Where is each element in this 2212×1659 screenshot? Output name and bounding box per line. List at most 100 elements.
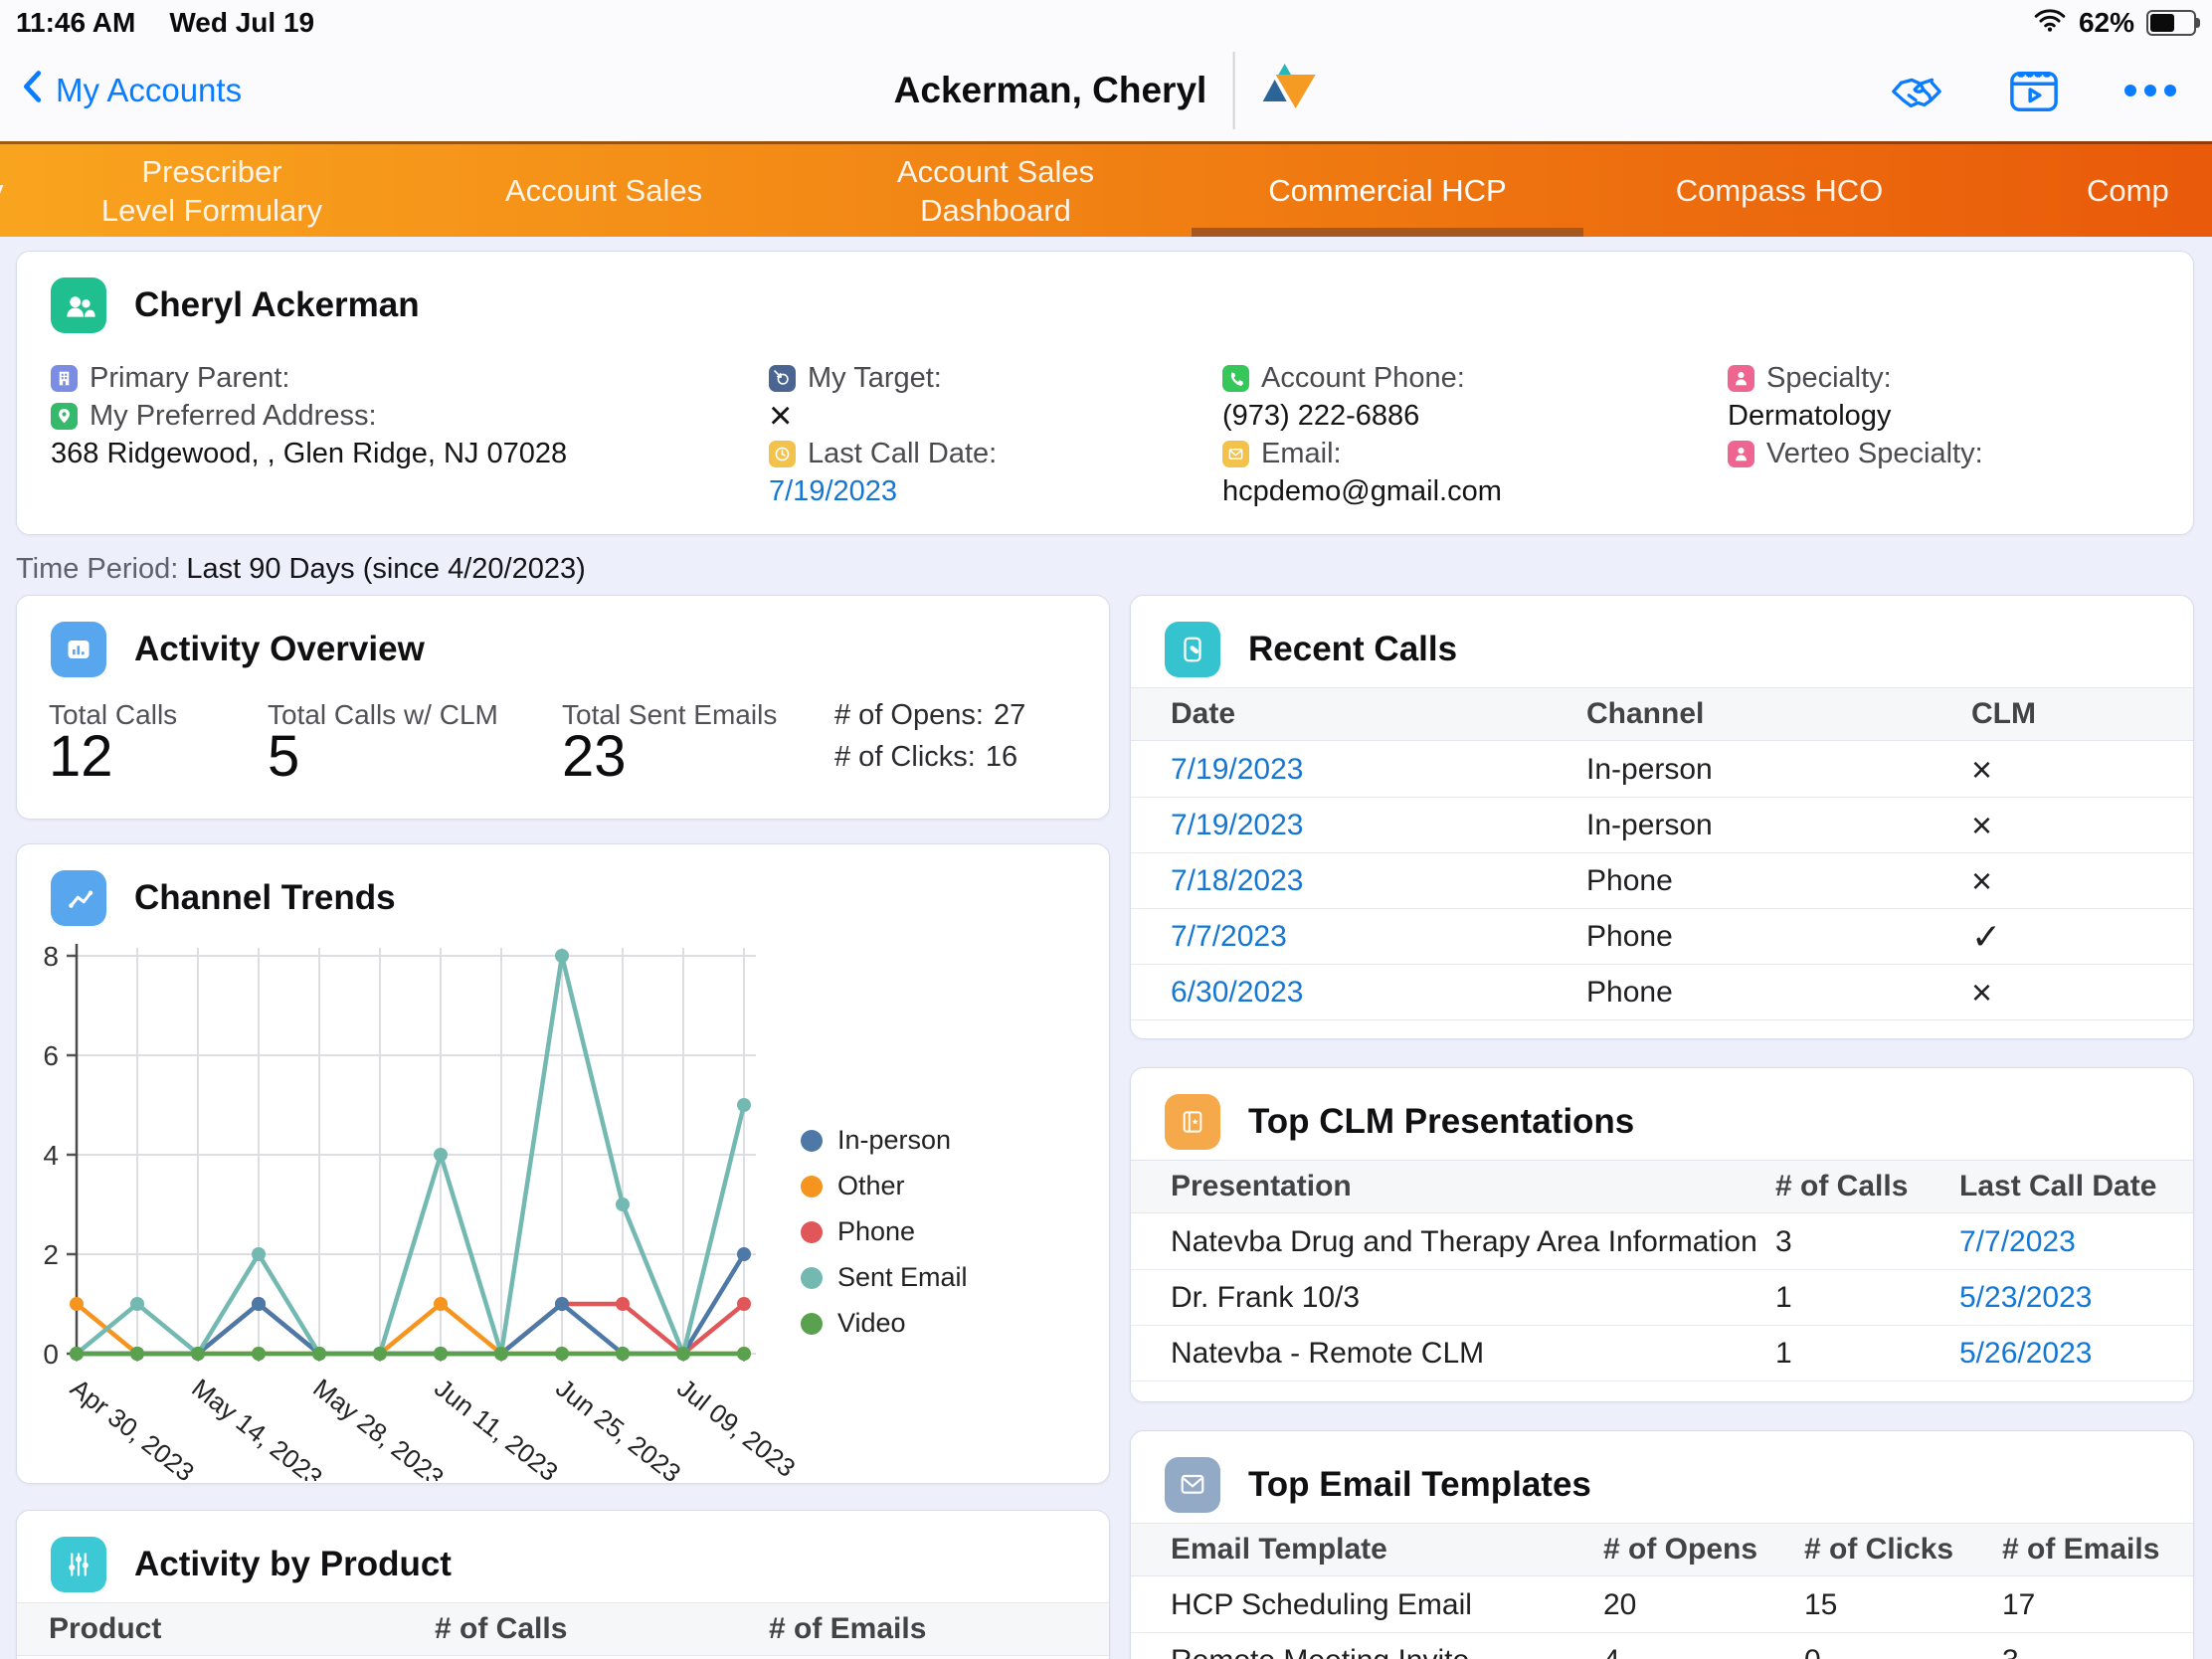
column-header: Channel	[1586, 697, 1971, 731]
table-row: 7/19/2023In-person×	[1131, 798, 2193, 853]
preferred-address-value: 368 Ridgewood, , Glen Ridge, NJ 07028	[51, 438, 567, 470]
column-header: Presentation	[1171, 1170, 1775, 1203]
legend-label: In-person	[837, 1125, 951, 1156]
table-row: Natevba Drug and Therapy Area Informatio…	[1131, 1214, 2193, 1270]
legend-dot-icon	[801, 1221, 823, 1243]
legend-dot-icon	[801, 1313, 823, 1335]
top-email-templates-card: Top Email Templates Email Template # of …	[1130, 1430, 2194, 1659]
tab-compass-hco[interactable]: Compass HCO	[1583, 144, 1975, 237]
table-row: Dr. Frank 10/315/23/2023	[1131, 1270, 2193, 1326]
field-label: Verteo Specialty:	[1766, 438, 1983, 470]
table-cell-clm: ×	[1971, 860, 2193, 902]
card-title: Top Email Templates	[1248, 1465, 1591, 1505]
card-title: Activity by Product	[134, 1545, 452, 1584]
stat-value: 5	[268, 723, 299, 790]
column-header: Product	[49, 1612, 435, 1646]
tab-commercial-hcp[interactable]: Commercial HCP	[1192, 144, 1583, 237]
stat-value: 12	[49, 723, 113, 790]
column-header: # of Calls	[435, 1612, 769, 1646]
last-call-date-link[interactable]: 7/19/2023	[769, 475, 897, 508]
status-bar: 11:46 AM Wed Jul 19 62%	[16, 6, 2196, 40]
field-label: Specialty:	[1766, 362, 1892, 395]
tab-bar: y PrescriberLevel Formulary Account Sale…	[0, 141, 2212, 237]
table-cell-date[interactable]: 6/30/2023	[1171, 976, 1586, 1010]
table-row: Remote Meeting Invite403	[1131, 1633, 2193, 1659]
back-button[interactable]: My Accounts	[20, 40, 242, 141]
nav-bar: My Accounts Ackerman, Cheryl	[0, 40, 2212, 141]
table-cell-clicks: 15	[1804, 1588, 2002, 1622]
svg-text:Jul 09, 2023: Jul 09, 2023	[671, 1373, 801, 1481]
opens-stat: # of Opens:27	[834, 699, 1025, 732]
tab-prescriber-level-formulary[interactable]: PrescriberLevel Formulary	[16, 144, 408, 237]
table-cell-last[interactable]: 5/23/2023	[1959, 1281, 2193, 1315]
battery-percent: 62%	[2079, 7, 2134, 39]
specialty-icon	[1728, 365, 1754, 392]
title-group: Ackerman, Cheryl	[894, 52, 1319, 129]
svg-text:May 14, 2023: May 14, 2023	[186, 1373, 328, 1481]
svg-text:8: 8	[43, 941, 59, 972]
table-row: 7/7/2023Phone✓	[1131, 909, 2193, 965]
field-label: Primary Parent:	[90, 362, 289, 395]
account-column-3: Account Phone: (973) 222-6886 Email: hcp…	[1222, 359, 1502, 510]
table-cell-last[interactable]: 7/7/2023	[1959, 1225, 2193, 1259]
clock-icon	[769, 441, 796, 467]
table-cell-emails: 3	[2002, 1644, 2193, 1659]
table-header: Presentation # of Calls Last Call Date	[1131, 1160, 2193, 1213]
tab-account-sales-dashboard[interactable]: Account SalesDashboard	[800, 144, 1192, 237]
top-bar: 11:46 AM Wed Jul 19 62% My Accoun	[0, 0, 2212, 141]
contact-people-icon	[51, 277, 106, 333]
field-label: Account Phone:	[1261, 362, 1465, 395]
table-header: Product # of Calls # of Emails	[17, 1602, 1109, 1656]
svg-text:Jun 25, 2023: Jun 25, 2023	[550, 1373, 686, 1481]
tab-account-sales[interactable]: Account Sales	[408, 144, 800, 237]
svg-text:6: 6	[43, 1040, 59, 1071]
handshake-icon[interactable]	[1888, 65, 1945, 116]
field-label: My Target:	[808, 362, 942, 395]
mail-icon	[1222, 441, 1249, 467]
time-period-label: Time Period:	[16, 553, 178, 585]
status-date: Wed Jul 19	[169, 7, 314, 39]
card-title: Activity Overview	[134, 630, 425, 669]
channel-trends-card: Channel Trends 02468Apr 30, 2023May 14, …	[16, 843, 1110, 1484]
legend-label: Phone	[837, 1216, 915, 1247]
column-header: Email Template	[1171, 1533, 1603, 1567]
account-name: Cheryl Ackerman	[134, 285, 420, 325]
video-player-icon[interactable]	[2007, 66, 2061, 115]
column-header: # of Calls	[1775, 1170, 1959, 1203]
table-cell-date[interactable]: 7/19/2023	[1171, 809, 1586, 842]
table-cell-channel: In-person	[1586, 753, 1971, 787]
field-label: My Preferred Address:	[90, 400, 377, 433]
tab-partial-left[interactable]: y	[0, 144, 16, 237]
table-cell-clm: ✓	[1971, 916, 2193, 958]
table-cell-date[interactable]: 7/18/2023	[1171, 864, 1586, 898]
legend-dot-icon	[801, 1267, 823, 1289]
location-pin-icon	[51, 403, 78, 430]
table-cell-clicks: 0	[1804, 1644, 2002, 1659]
status-time: 11:46 AM	[16, 7, 135, 39]
page-title: Ackerman, Cheryl	[894, 70, 1207, 111]
column-header: Last Call Date	[1959, 1170, 2193, 1203]
table-row: 7/19/2023In-person×	[1131, 742, 2193, 798]
card-title: Recent Calls	[1248, 630, 1457, 669]
tab-partial-right[interactable]: Comp	[1975, 144, 2212, 237]
table-cell-opens: 4	[1603, 1644, 1804, 1659]
table-cell-date[interactable]: 7/19/2023	[1171, 753, 1586, 787]
column-header: # of Clicks	[1804, 1533, 2002, 1567]
title-divider	[1232, 52, 1234, 129]
table-cell-date[interactable]: 7/7/2023	[1171, 920, 1586, 954]
legend-item: Sent Email	[801, 1262, 968, 1293]
legend-item: Video	[801, 1308, 968, 1339]
table-cell-last[interactable]: 5/26/2023	[1959, 1337, 2193, 1371]
app-logo-icon	[1260, 64, 1318, 117]
recent-calls-icon	[1165, 622, 1220, 677]
clicks-stat: # of Clicks:16	[834, 741, 1017, 774]
bar-chart-icon	[51, 622, 106, 677]
table-cell-presentation: Natevba Drug and Therapy Area Informatio…	[1171, 1225, 1775, 1259]
wifi-icon	[2033, 7, 2067, 40]
column-header: # of Opens	[1603, 1533, 1804, 1567]
svg-text:2: 2	[43, 1239, 59, 1270]
table-cell-channel: In-person	[1586, 809, 1971, 842]
card-title: Top CLM Presentations	[1248, 1102, 1634, 1142]
table-cell-channel: Phone	[1586, 976, 1971, 1010]
more-options-icon[interactable]	[2122, 83, 2178, 98]
